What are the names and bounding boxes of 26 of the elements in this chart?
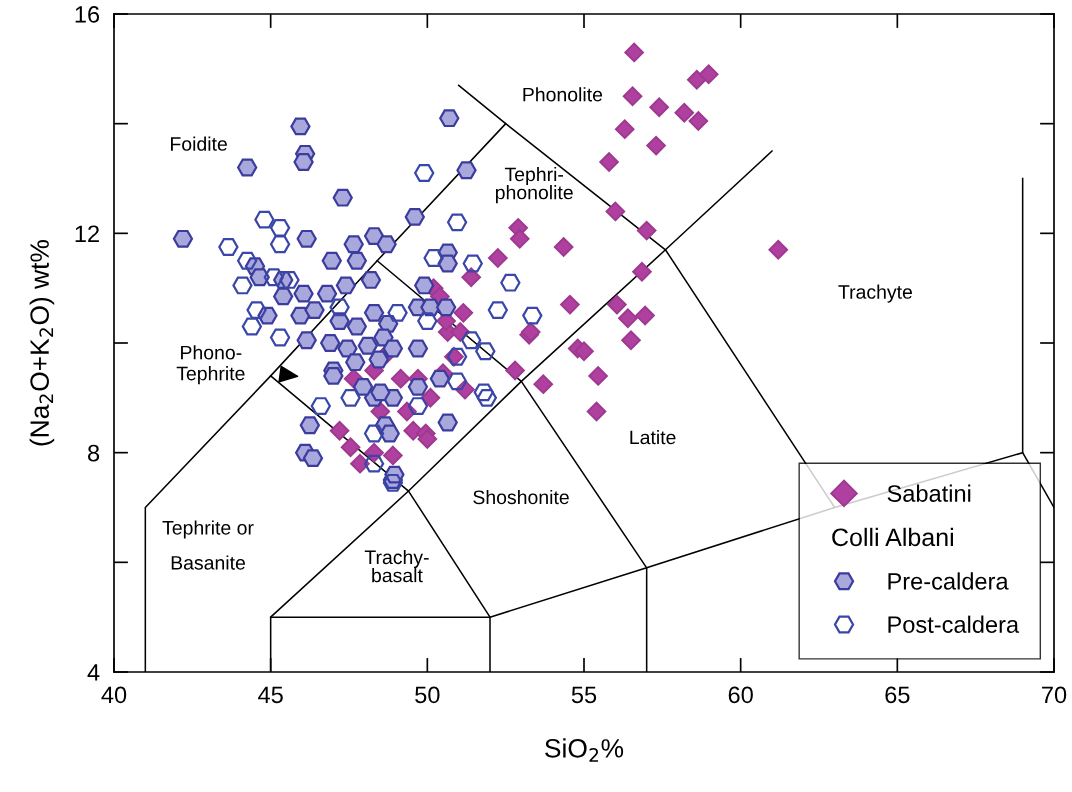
legend-label: Post-caldera xyxy=(888,615,1020,633)
y-axis-title: (Na$_{2}$O+K$_{2}$O) wt% xyxy=(29,240,55,446)
x-tick-label: 70 xyxy=(1042,686,1067,704)
y-tick-label: 12 xyxy=(75,225,99,242)
x-tick-label: 50 xyxy=(415,686,440,704)
annotation: Phono- Tephrite xyxy=(176,345,245,385)
x-tick-label: 60 xyxy=(728,686,753,704)
x-tick-label: 45 xyxy=(258,686,283,704)
x-tick-label: 55 xyxy=(571,686,597,704)
x-tick-label: 40 xyxy=(101,686,127,704)
annotation: Trachy- basalt xyxy=(364,549,429,583)
annotation: Shoshonite xyxy=(473,489,569,505)
y-tick-label: 16 xyxy=(75,6,100,23)
x-axis-title: SiO$_{2}$% xyxy=(545,738,624,762)
annotation: Foidite xyxy=(171,136,227,151)
legend-title: Colli Albani xyxy=(832,527,953,547)
y-tick-label: 8 xyxy=(88,444,100,462)
legend-label: Pre-caldera xyxy=(888,572,1009,590)
annotation: Tephrite or Basanite xyxy=(162,520,254,570)
annotation: Latite xyxy=(630,430,676,445)
annotation: Phonolite xyxy=(523,87,603,102)
legend-label: Sabatini xyxy=(887,484,971,502)
x-tick-label: 65 xyxy=(885,686,910,704)
y-tick-label: 4 xyxy=(87,664,100,681)
annotation: Tephri- phonolite xyxy=(495,166,573,204)
annotation: Trachyte xyxy=(838,284,912,303)
